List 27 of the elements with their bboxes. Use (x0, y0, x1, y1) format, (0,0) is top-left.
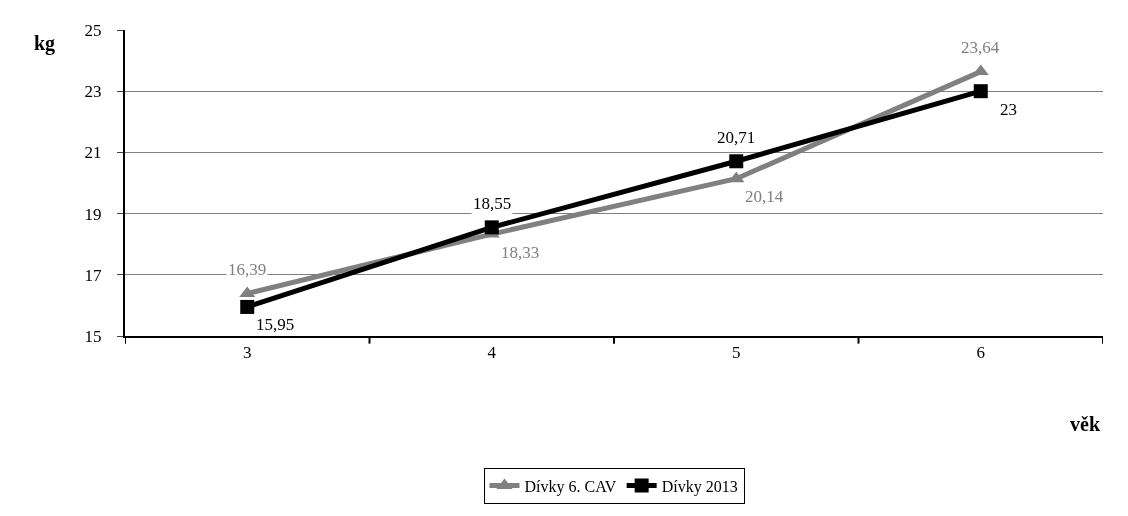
x-tick-label: 3 (243, 343, 252, 363)
x-axis-title: věk (1070, 413, 1101, 435)
x-tick-label: 4 (487, 343, 497, 363)
y-tick-label: 23 (84, 82, 102, 102)
y-tick-label: 17 (84, 265, 103, 285)
x-tick-label: 6 (976, 343, 985, 363)
y-tick-label: 21 (84, 143, 102, 163)
data-label: 18,55 (473, 194, 512, 213)
y-tick-label: 25 (84, 20, 102, 40)
x-tick-label: 5 (732, 343, 741, 363)
data-label: 20,14 (745, 187, 784, 206)
legend-label: Dívky 6. CAV (524, 477, 617, 496)
data-label: 16,39 (228, 260, 267, 279)
point (973, 84, 988, 99)
data-label: 15,95 (256, 315, 295, 334)
data-label: 23,64 (961, 38, 1000, 57)
data-label: 18,33 (501, 243, 540, 262)
y-axis-title: kg (34, 32, 56, 55)
point (729, 154, 744, 169)
data-label: 20,71 (717, 128, 756, 147)
data-label: 23 (1000, 100, 1017, 119)
y-tick-label: 15 (84, 326, 102, 346)
point (240, 299, 255, 314)
legend-label: Dívky 2013 (661, 477, 738, 496)
point (728, 171, 745, 183)
y-tick-label: 19 (84, 204, 102, 224)
point (484, 220, 499, 235)
